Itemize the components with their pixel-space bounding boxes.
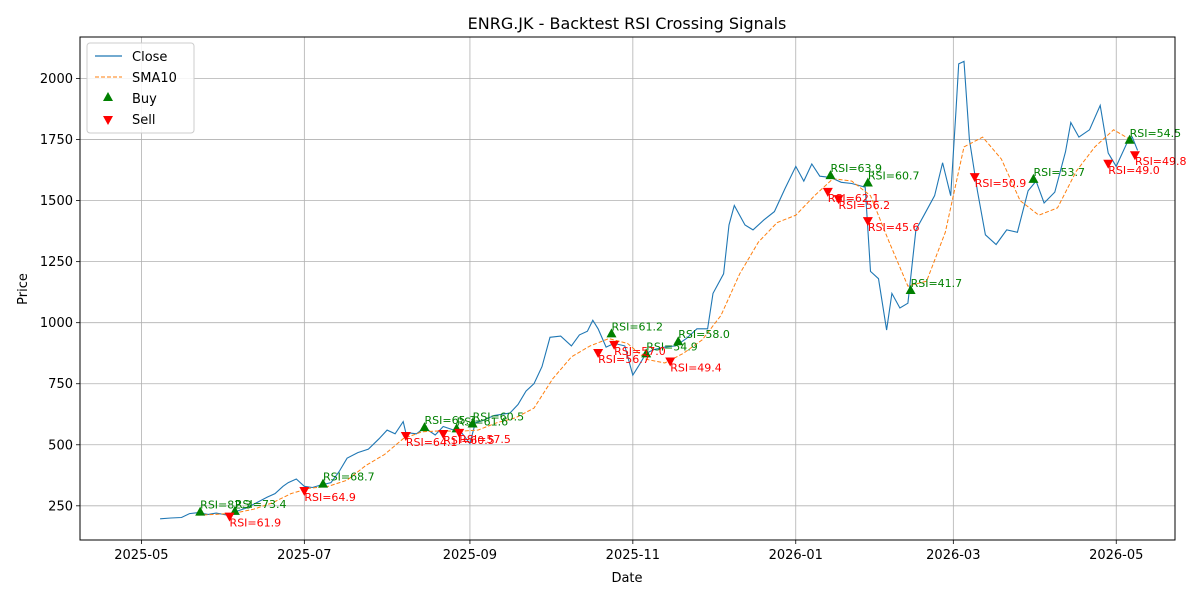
sell-marker bbox=[1103, 159, 1114, 169]
buy-rsi-label: RSI=41.7 bbox=[911, 277, 963, 290]
sell-rsi-label: RSI=56.7 bbox=[598, 353, 650, 366]
sell-marker bbox=[609, 340, 620, 350]
buy-rsi-label: RSI=82.3 bbox=[200, 499, 252, 512]
y-axis-label: Price bbox=[16, 273, 31, 305]
y-tick-label: 1250 bbox=[40, 255, 73, 270]
close-series-line bbox=[160, 60, 1139, 520]
buy-rsi-label: RSI=54.9 bbox=[646, 340, 698, 353]
y-tick-label: 500 bbox=[48, 438, 73, 453]
buy-rsi-label: RSI=68.7 bbox=[323, 471, 375, 484]
sell-marker bbox=[822, 187, 833, 197]
sell-marker bbox=[862, 217, 873, 227]
plot-area: RSI=82.3RSI=73.4RSI=68.7RSI=65.3RSI=61.6… bbox=[160, 60, 1187, 530]
sell-marker bbox=[438, 430, 449, 440]
sell-rsi-label: RSI=57.0 bbox=[614, 345, 666, 358]
buy-marker bbox=[419, 422, 430, 432]
y-tick-label: 1000 bbox=[40, 316, 73, 331]
buy-rsi-label: RSI=65.3 bbox=[425, 414, 477, 427]
sell-marker bbox=[665, 357, 676, 367]
buy-marker bbox=[673, 336, 684, 346]
sell-rsi-label: RSI=61.9 bbox=[230, 517, 282, 530]
legend-swatch-buy bbox=[103, 92, 113, 101]
legend-label: Sell bbox=[132, 113, 155, 128]
buy-rsi-label: RSI=60.5 bbox=[473, 411, 525, 424]
buy-marker bbox=[905, 284, 916, 294]
buy-marker bbox=[862, 177, 873, 187]
buy-marker bbox=[1028, 173, 1039, 183]
legend-label: SMA10 bbox=[132, 71, 177, 86]
sell-rsi-label: RSI=50.9 bbox=[975, 177, 1027, 190]
y-tick-label: 2000 bbox=[40, 72, 73, 87]
sell-rsi-label: RSI=49.0 bbox=[1108, 164, 1160, 177]
grid-lines bbox=[80, 37, 1175, 540]
legend-box bbox=[86, 42, 195, 134]
sell-rsi-label: RSI=45.6 bbox=[868, 221, 920, 234]
buy-rsi-label: RSI=54.5 bbox=[1130, 127, 1182, 140]
sma10-series-line bbox=[197, 129, 1133, 516]
sell-marker bbox=[833, 195, 844, 205]
buy-rsi-label: RSI=58.0 bbox=[678, 328, 730, 341]
buy-marker bbox=[641, 348, 652, 358]
y-tick-label: 1500 bbox=[40, 194, 73, 209]
buy-rsi-label: RSI=60.7 bbox=[868, 170, 920, 183]
buy-rsi-label: RSI=53.7 bbox=[1033, 166, 1085, 179]
legend-label: Close bbox=[132, 50, 167, 65]
y-tick-label: 1750 bbox=[40, 133, 73, 148]
x-axis-label: Date bbox=[611, 571, 642, 586]
sell-marker bbox=[299, 486, 310, 496]
y-tick-label: 250 bbox=[48, 499, 73, 514]
x-axis: 2025-05 2025-07 2025-09 2025-11 2026-01 2026-… bbox=[114, 540, 1143, 563]
sell-rsi-label: RSI=49.8 bbox=[1135, 155, 1187, 168]
buy-marker bbox=[467, 418, 478, 428]
x-tick-label: 2026-01 bbox=[769, 548, 823, 563]
legend-label: Buy bbox=[132, 92, 157, 107]
buy-rsi-label: RSI=73.4 bbox=[235, 498, 287, 511]
y-axis: 250 500 750 1000 1250 1500 1750 2000 bbox=[40, 72, 80, 514]
buy-marker bbox=[318, 478, 329, 488]
sell-marker bbox=[593, 348, 604, 358]
x-tick-label: 2025-07 bbox=[277, 548, 331, 563]
buy-rsi-label: RSI=63.9 bbox=[830, 162, 882, 175]
chart-title: ENRG.JK - Backtest RSI Crossing Signals bbox=[468, 14, 787, 33]
sell-rsi-label: RSI=56.2 bbox=[838, 199, 890, 212]
x-tick-label: 2025-09 bbox=[443, 548, 497, 563]
sell-rsi-label: RSI=64.1 bbox=[406, 436, 458, 449]
sell-rsi-label: RSI=60.5 bbox=[443, 434, 495, 447]
plot-frame bbox=[79, 36, 1176, 541]
sell-rsi-label: RSI=62.1 bbox=[828, 192, 880, 205]
sell-rsi-label: RSI=57.5 bbox=[459, 433, 511, 446]
x-tick-label: 2026-03 bbox=[926, 548, 980, 563]
x-tick-label: 2025-11 bbox=[606, 548, 660, 563]
y-tick-label: 750 bbox=[48, 377, 73, 392]
sell-marker bbox=[400, 432, 411, 442]
x-tick-label: 2026-05 bbox=[1089, 548, 1143, 563]
buy-marker bbox=[195, 506, 206, 516]
sell-marker bbox=[454, 428, 465, 438]
x-tick-label: 2025-05 bbox=[114, 548, 168, 563]
sell-rsi-label: RSI=64.9 bbox=[304, 491, 356, 504]
buy-marker bbox=[606, 328, 617, 338]
sell-rsi-label: RSI=49.4 bbox=[670, 362, 722, 375]
buy-marker bbox=[1124, 134, 1135, 144]
buy-rsi-label: RSI=61.2 bbox=[611, 320, 663, 333]
sell-marker bbox=[969, 173, 980, 183]
sell-marker bbox=[1129, 151, 1140, 161]
sell-marker bbox=[224, 512, 235, 522]
legend-swatch-sell bbox=[103, 116, 113, 125]
legend: Close SMA10 Buy Sell bbox=[86, 42, 195, 134]
buy-marker bbox=[825, 170, 836, 180]
